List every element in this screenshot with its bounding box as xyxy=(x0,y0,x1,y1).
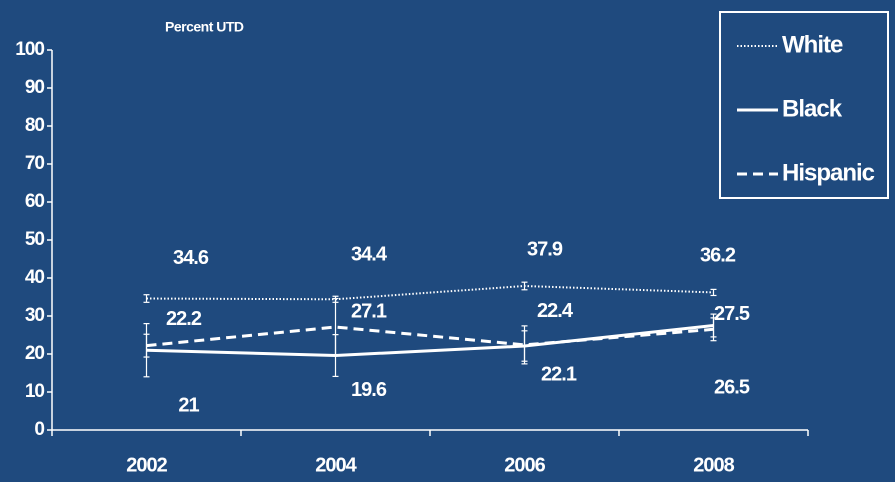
y-tick-label: 90 xyxy=(25,77,45,98)
x-tick-label: 2008 xyxy=(693,454,734,476)
y-tick-label: 70 xyxy=(25,153,45,174)
data-label: 22.2 xyxy=(166,308,202,330)
data-label: 26.5 xyxy=(714,377,750,399)
x-tick-label: 2002 xyxy=(126,454,167,476)
legend-box xyxy=(719,11,889,199)
x-tick-label: 2004 xyxy=(315,454,357,476)
data-label: 27.1 xyxy=(351,300,387,322)
legend-label: Hispanic xyxy=(782,159,875,186)
legend-label: Black xyxy=(782,95,843,122)
error-bar xyxy=(332,297,339,357)
y-tick-label: 80 xyxy=(25,115,45,136)
data-label: 27.5 xyxy=(714,303,750,325)
y-tick-label: 100 xyxy=(15,39,44,60)
x-tick-label: 2006 xyxy=(504,454,545,476)
y-tick-label: 20 xyxy=(25,343,45,364)
error-bar xyxy=(521,325,528,365)
y-tick-label: 60 xyxy=(25,191,45,212)
y-tick-label: 30 xyxy=(25,305,45,326)
y-axis-label: Percent UTD xyxy=(165,19,244,35)
data-label: 22.1 xyxy=(541,363,577,385)
data-label: 21 xyxy=(178,394,199,416)
data-label: 22.4 xyxy=(537,300,574,322)
data-label: 34.6 xyxy=(173,247,209,269)
legend-label: White xyxy=(782,31,843,58)
data-label: 34.4 xyxy=(351,244,388,266)
series-line xyxy=(146,324,714,358)
y-tick-label: 40 xyxy=(25,267,45,288)
y-tick-label: 50 xyxy=(25,229,45,250)
data-label: 37.9 xyxy=(527,238,563,260)
y-tick-label: 10 xyxy=(25,381,45,402)
data-label: 36.2 xyxy=(700,245,736,267)
y-tick-label: 0 xyxy=(34,419,44,440)
series-line xyxy=(146,284,714,301)
series-line xyxy=(146,325,714,348)
data-label: 19.6 xyxy=(351,379,387,401)
